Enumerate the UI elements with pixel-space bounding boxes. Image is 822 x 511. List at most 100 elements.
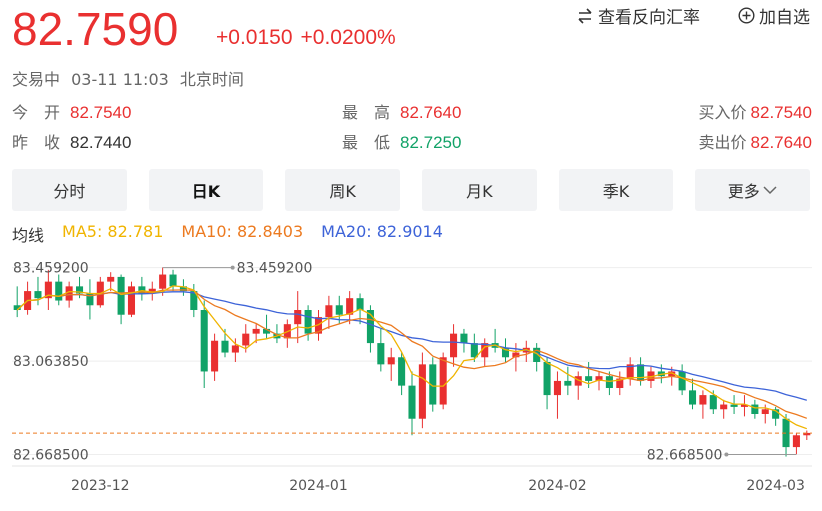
ma20-line: [16, 291, 807, 401]
candle-down: [76, 286, 84, 294]
ma-legend: 均线 MA5: 82.781 MA10: 82.8403 MA20: 82.90…: [12, 222, 443, 246]
candle-down: [221, 340, 229, 353]
candle-down: [678, 371, 686, 391]
candle-down: [470, 343, 478, 358]
candle-down: [730, 404, 738, 407]
quote-row-2: 昨 收 82.7440 最 低 82.7250 卖出价 82.7640: [12, 129, 812, 153]
low-label: 最 低: [342, 133, 391, 152]
candle-down: [533, 347, 541, 362]
candle-up: [803, 432, 811, 436]
x-tick-label: 2024-02: [528, 478, 587, 494]
candle-up: [792, 435, 800, 448]
add-watchlist-button[interactable]: 加自选: [738, 3, 810, 28]
candle-down: [408, 385, 416, 419]
candle-down: [543, 362, 551, 396]
candle-up: [761, 409, 769, 414]
candle-down: [688, 390, 697, 405]
high-annotation-label: 83.459200: [237, 261, 313, 277]
candle-down: [637, 364, 645, 381]
candle-down: [117, 276, 125, 315]
candle-down: [366, 310, 374, 344]
candle-down: [304, 310, 312, 334]
candle-down: [13, 305, 21, 310]
candle-up: [574, 376, 582, 386]
tab-intraday[interactable]: 分时: [12, 169, 127, 211]
candle-down: [55, 281, 63, 301]
candle-down: [398, 357, 406, 386]
price-change: +0.0150 +0.0200%: [216, 26, 404, 50]
candle-down: [335, 305, 343, 315]
candle-up: [294, 310, 302, 325]
candle-down: [169, 274, 177, 287]
prev-close-cell: 昨 收 82.7440: [12, 129, 131, 153]
x-tick-label: 2024-01: [289, 478, 348, 494]
swap-icon: [578, 7, 592, 24]
candle-down: [356, 298, 364, 310]
high-cell: 最 高 82.7640: [342, 99, 461, 123]
trading-status: 交易中 03-11 11:03 北京时间: [12, 66, 250, 90]
low-annotation-label: 82.668500: [647, 448, 723, 464]
candle-up: [740, 404, 748, 407]
tab-monthly-k[interactable]: 月K: [422, 169, 537, 211]
top-actions: 查看反向汇率 加自选: [576, 3, 810, 28]
candle-up: [439, 357, 447, 405]
tab-quarterly-k[interactable]: 季K: [558, 169, 674, 211]
y-tick-label: 82.668500: [13, 448, 89, 464]
reverse-rate-button[interactable]: 查看反向汇率: [576, 3, 700, 28]
ask-cell: 卖出价 82.7640: [699, 129, 812, 153]
candle-down: [751, 404, 759, 414]
candle-down: [429, 364, 437, 405]
candle-down: [263, 328, 271, 334]
candle-down: [709, 395, 717, 410]
trading-state: 交易中: [12, 70, 61, 89]
trading-time: 03-11 11:03: [71, 70, 169, 89]
candle-up: [450, 333, 458, 358]
candle-up: [626, 364, 634, 379]
tab-weekly-k[interactable]: 周K: [285, 169, 401, 211]
candle-up: [107, 276, 115, 282]
x-tick-label: 2024-03: [746, 478, 805, 494]
ma10-legend: MA10: 82.8403: [181, 222, 304, 241]
candle-up: [481, 343, 489, 358]
candle-down: [200, 310, 208, 372]
ask-label: 卖出价: [698, 133, 747, 152]
change-value: +0.0150: [216, 26, 293, 49]
candle-up: [65, 286, 73, 301]
tab-daily-k[interactable]: 日K: [148, 169, 264, 211]
candle-down: [86, 293, 94, 306]
candlestick-chart: 83.459200 83.063850 82.668500 2023-12 2024-0…: [12, 261, 812, 494]
low-annotation-dot: [724, 452, 729, 457]
candle-down: [501, 347, 510, 358]
low-cell: 最 低 82.7250: [342, 129, 461, 153]
x-tick-label: 2023-12: [71, 478, 130, 494]
tab-more-label: 更多: [727, 182, 760, 201]
candle-down: [377, 343, 385, 365]
ma20-legend: MA20: 82.9014: [321, 222, 443, 241]
candle-up: [699, 395, 707, 405]
candle-up: [252, 328, 260, 334]
y-tick-label: 83.063850: [13, 354, 89, 370]
prev-close-label: 昨 收: [12, 133, 61, 152]
quote-row-1: 今 开 82.7540 最 高 82.7640 买入价 82.7540: [12, 99, 812, 123]
open-cell: 今 开 82.7540: [12, 99, 131, 123]
tab-more[interactable]: 更多: [695, 169, 811, 211]
open-label: 今 开: [12, 103, 61, 122]
high-annotation-dot: [230, 265, 235, 270]
add-circle-icon: [738, 7, 755, 24]
candle-down: [564, 380, 572, 386]
candle-down: [460, 333, 468, 344]
candle-up: [148, 288, 156, 294]
candle-up: [512, 352, 520, 358]
candle-up: [242, 333, 250, 346]
y-tick-label: 83.459200: [13, 261, 89, 277]
candle-up: [418, 364, 426, 419]
open-value: 82.7540: [70, 103, 132, 122]
candle-up: [387, 357, 395, 365]
add-watchlist-label: 加自选: [759, 8, 810, 28]
candle-up: [231, 345, 239, 353]
candle-up: [159, 274, 167, 289]
candle-up: [346, 298, 354, 315]
candle-down: [605, 376, 613, 388]
ma5-legend: MA5: 82.781: [62, 222, 164, 241]
candle-up: [616, 378, 624, 388]
